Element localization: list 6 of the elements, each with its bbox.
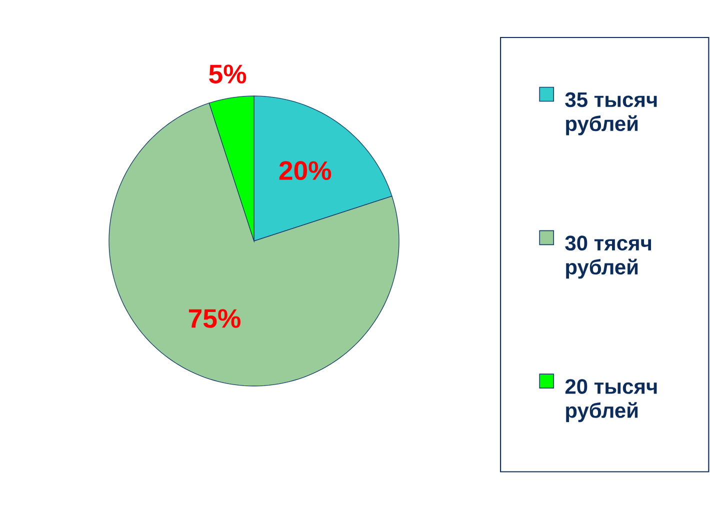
legend-label: 35 тысяч рублей — [565, 92, 657, 136]
legend-label: 20 тысяч рублей — [565, 379, 657, 422]
data-label: 75% — [188, 309, 240, 328]
legend-label: 30 тясяч рублей — [565, 236, 652, 279]
data-label: 20% — [279, 161, 332, 180]
data-label: 5% — [209, 64, 246, 84]
